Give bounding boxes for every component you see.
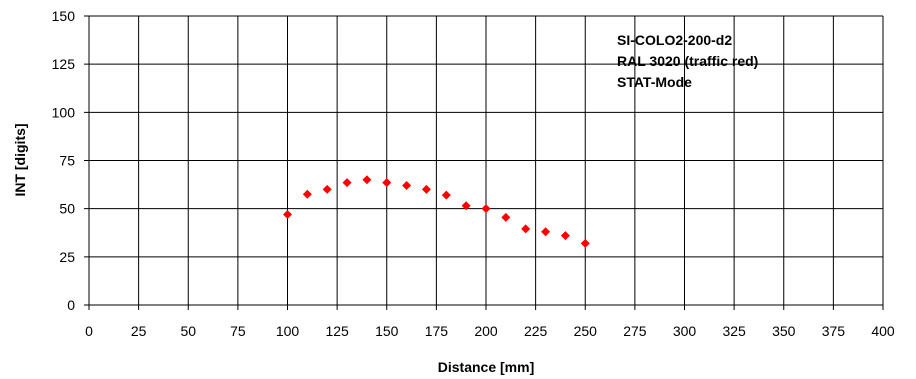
y-tick-label: 0: [67, 297, 75, 313]
x-tick-label: 400: [871, 323, 895, 339]
y-tick-label: 150: [52, 8, 76, 24]
data-point: [441, 190, 451, 200]
x-tick-label: 100: [276, 323, 300, 339]
data-point: [402, 181, 412, 191]
data-point: [342, 178, 352, 188]
x-tick-label: 300: [673, 323, 697, 339]
data-point: [362, 175, 372, 185]
data-point: [382, 178, 392, 188]
data-point: [580, 238, 590, 248]
data-point: [461, 201, 471, 211]
y-tick-label: 125: [52, 56, 76, 72]
annotation-text: RAL 3020 (traffic red): [617, 53, 758, 69]
x-tick-label: 375: [822, 323, 846, 339]
y-tick-label: 100: [52, 104, 76, 120]
y-tick-labels: 0 25 50 75 100 125 150: [52, 8, 76, 313]
data-point: [560, 231, 570, 241]
annotation-text: STAT-Mode: [617, 74, 692, 90]
x-tick-labels: 0 25 50 75 100 125 150 175 200 225 250 275 300 325 350…: [85, 323, 895, 339]
data-point: [322, 184, 332, 194]
data-point: [283, 209, 292, 219]
data-point: [302, 189, 312, 199]
y-axis-title: INT [digits]: [12, 123, 28, 196]
grid: [84, 15, 884, 310]
y-tick-label: 75: [59, 153, 75, 169]
y-tick-label: 25: [59, 249, 75, 265]
x-axis-title: Distance [mm]: [438, 359, 534, 375]
data-point: [421, 184, 431, 194]
x-tick-label: 225: [524, 323, 548, 339]
annotation-text: SI-COLO2-200-d2: [617, 32, 732, 48]
x-tick-label: 25: [131, 323, 147, 339]
x-tick-label: 75: [230, 323, 246, 339]
x-tick-label: 150: [375, 323, 399, 339]
x-tick-label: 350: [772, 323, 796, 339]
data-points: [283, 175, 590, 248]
x-tick-label: 175: [425, 323, 449, 339]
x-tick-label: 0: [85, 323, 93, 339]
x-tick-label: 275: [623, 323, 647, 339]
data-point: [501, 212, 511, 222]
x-tick-label: 50: [180, 323, 196, 339]
x-tick-label: 125: [325, 323, 349, 339]
x-tick-label: 250: [574, 323, 598, 339]
data-point: [481, 204, 491, 214]
x-tick-label: 200: [474, 323, 498, 339]
data-point: [541, 227, 551, 237]
annotations: SI-COLO2-200-d2 RAL 3020 (traffic red) STA…: [617, 32, 758, 90]
y-tick-label: 50: [59, 201, 75, 217]
x-tick-label: 325: [722, 323, 746, 339]
data-point: [521, 224, 531, 234]
